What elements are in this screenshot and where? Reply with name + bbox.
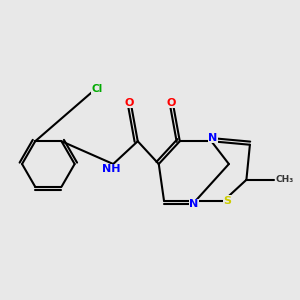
Text: N: N — [208, 133, 218, 143]
Text: O: O — [124, 98, 134, 108]
Text: Cl: Cl — [92, 84, 103, 94]
Text: O: O — [166, 98, 176, 108]
Text: CH₃: CH₃ — [276, 175, 294, 184]
Text: N: N — [189, 199, 198, 209]
Text: S: S — [223, 196, 231, 206]
Text: NH: NH — [102, 164, 121, 174]
